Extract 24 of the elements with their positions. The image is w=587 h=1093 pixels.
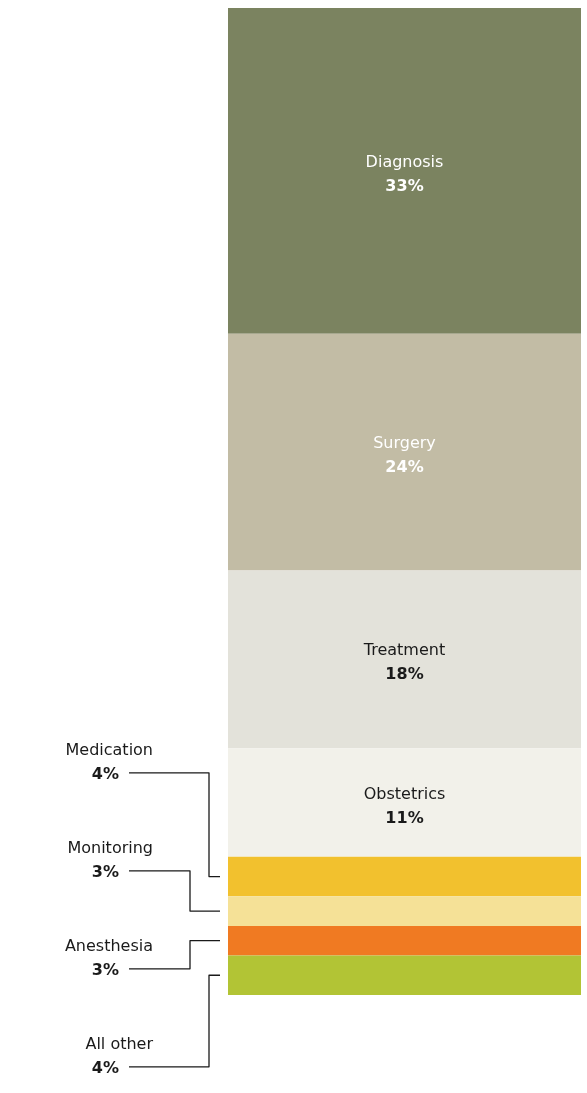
text: Anesthesia [64,935,153,955]
text: Medication [65,739,153,759]
series-label: Treatment [362,640,446,660]
data-label: 4% [91,763,119,783]
bar [228,925,581,956]
data-label: 4% [91,1057,119,1077]
series-label: Obstetrics [363,783,446,803]
series-label: Diagnosis [365,151,444,171]
text: All other [85,1033,154,1053]
data-label: 33% [385,175,424,195]
bar [228,333,581,571]
text: Monitoring [67,837,153,857]
bar [228,896,581,926]
bar [228,955,581,995]
data-label: 3% [91,861,119,881]
data-label: 18% [385,664,424,684]
bar [228,856,581,897]
series-label: Surgery [373,433,436,453]
data-label: 11% [385,807,424,827]
bar [228,570,581,749]
bar [228,748,581,857]
bar [228,8,581,334]
data-label: 24% [385,457,424,477]
data-label: 3% [91,959,119,979]
